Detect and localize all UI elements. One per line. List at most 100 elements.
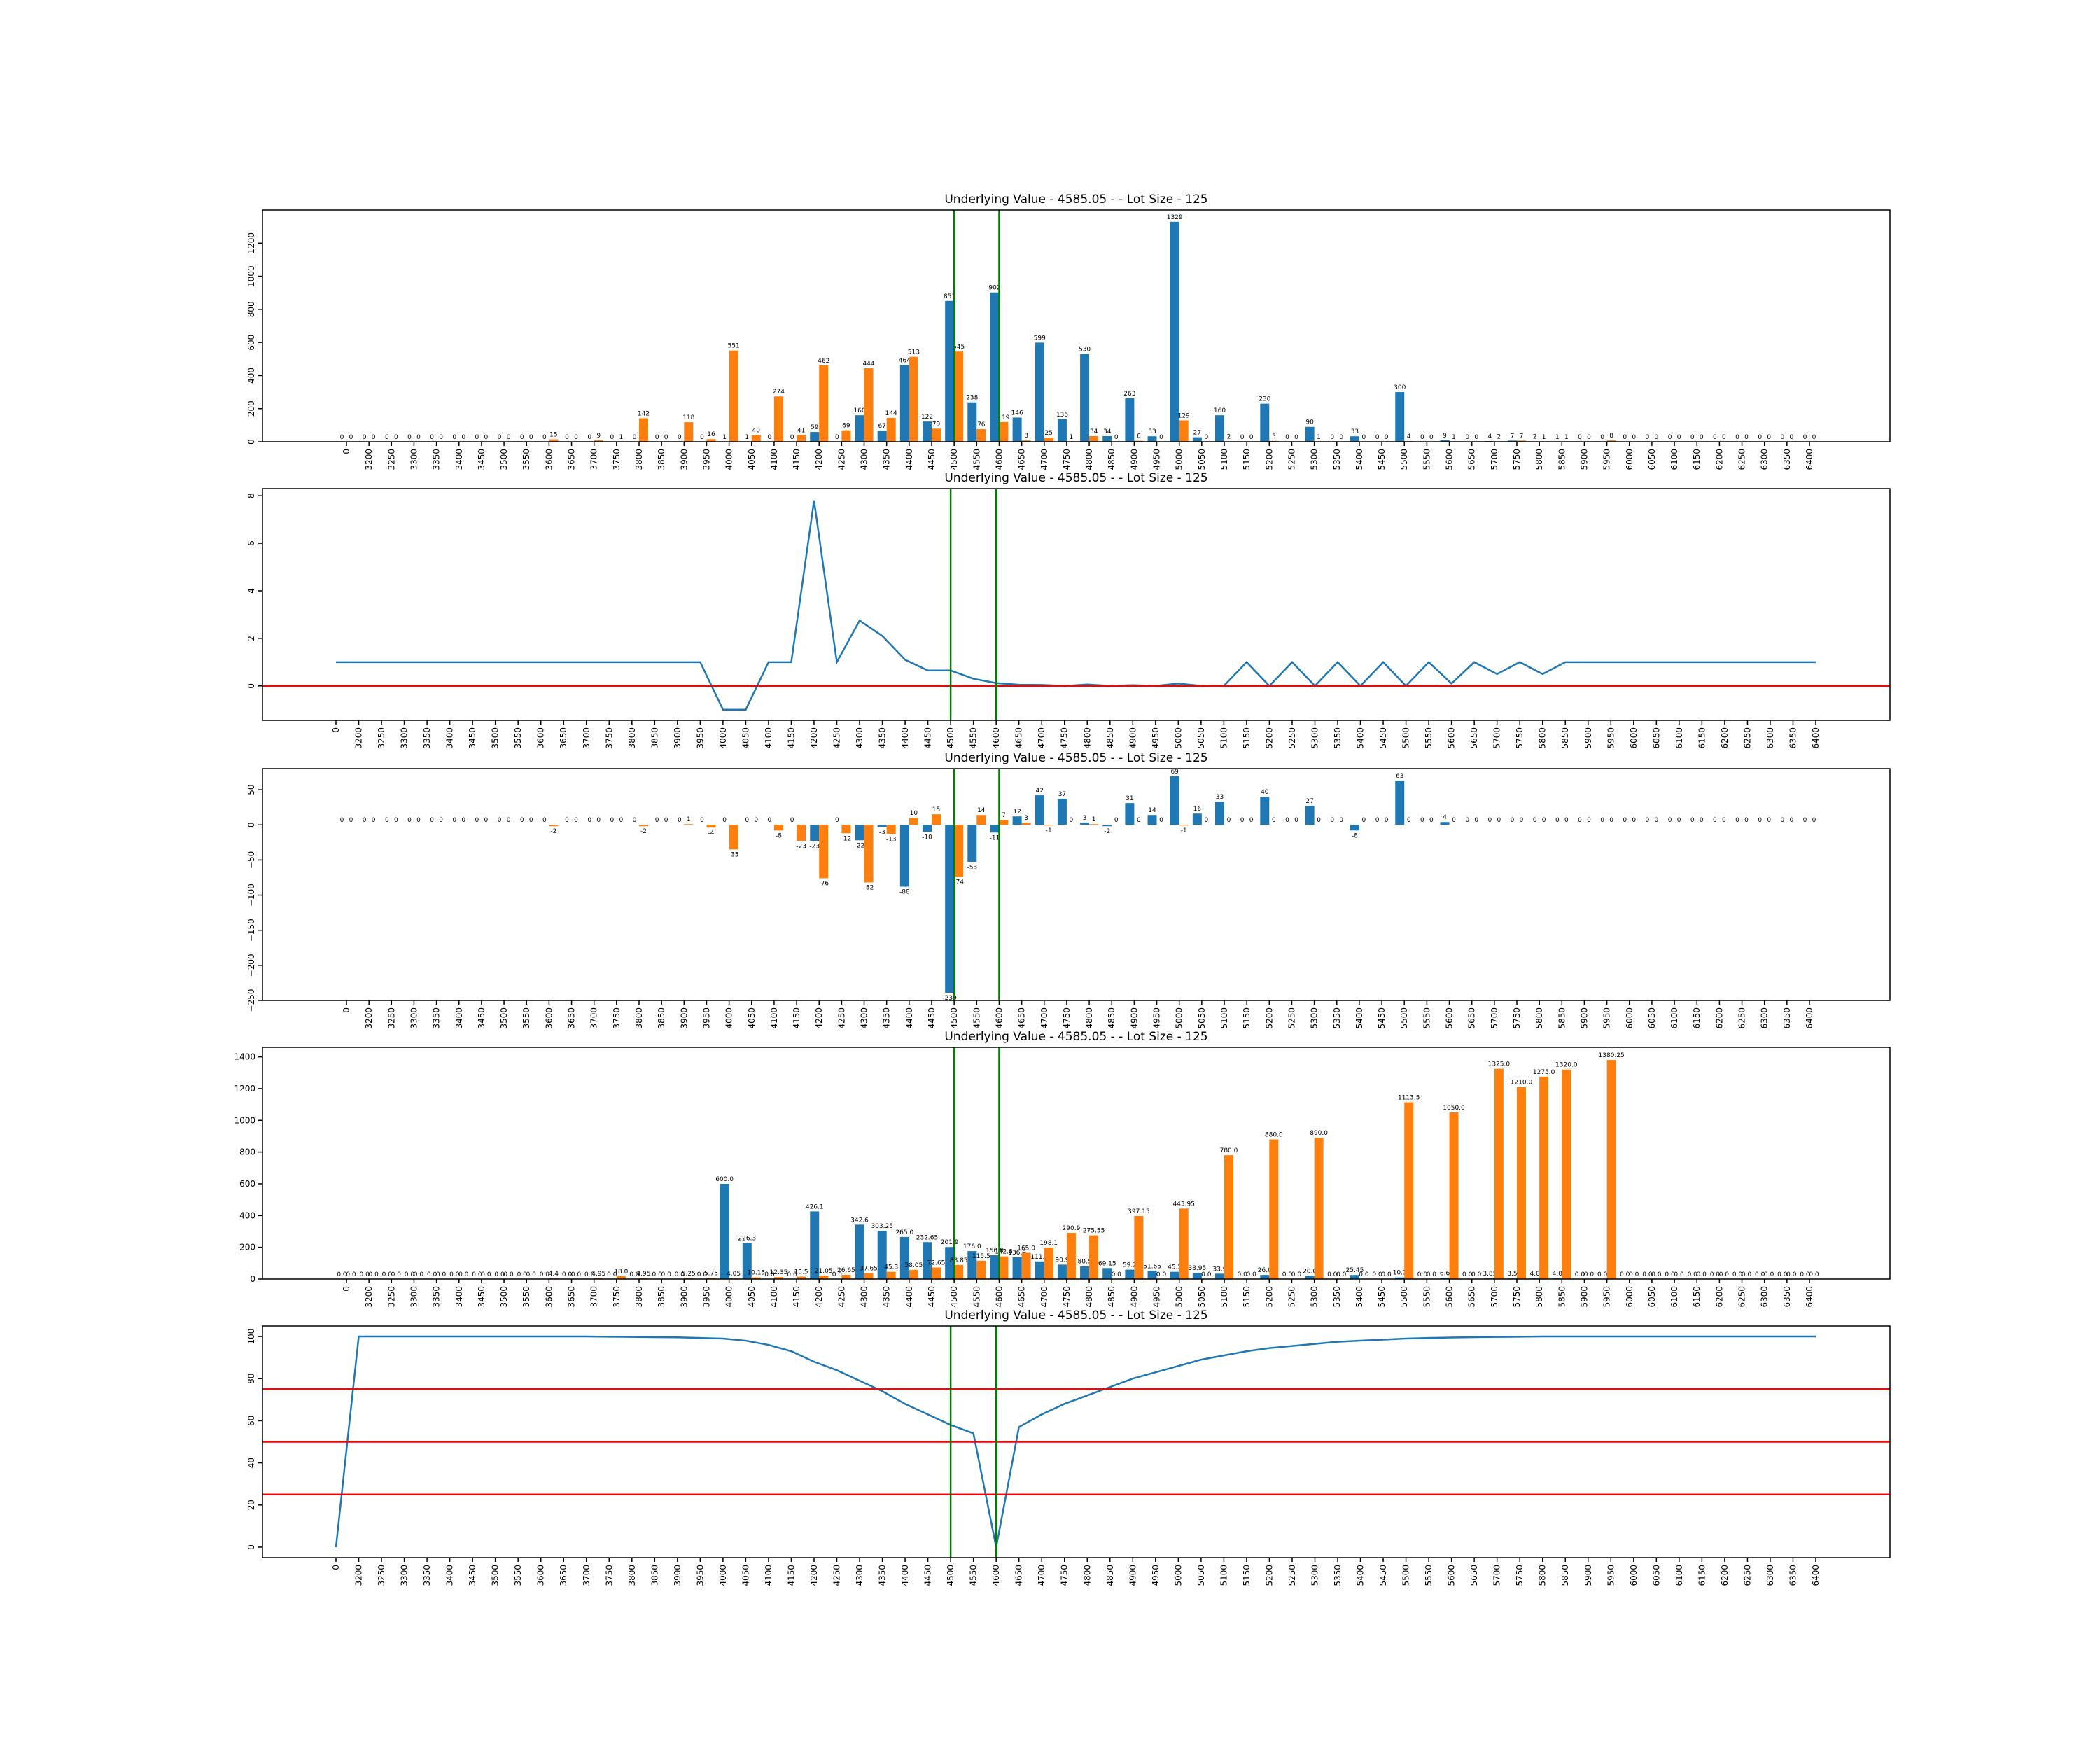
value-label: 0 <box>678 434 682 441</box>
x-tick-label: 5350 <box>1332 1286 1342 1308</box>
y-tick-label: 8 <box>246 493 256 498</box>
x-tick-label: 4750 <box>1062 1007 1072 1029</box>
value-label: 3.5 <box>1507 1271 1517 1278</box>
value-label: 0 <box>1474 434 1478 441</box>
value-label: 88.85 <box>950 1257 968 1264</box>
x-tick-label: 3450 <box>477 1286 486 1308</box>
value-label: 165.0 <box>1017 1245 1035 1252</box>
value-label: 27 <box>1194 430 1201 437</box>
bar <box>878 825 887 827</box>
value-label: 0.0 <box>1427 1271 1437 1278</box>
x-tick-label: 6000 <box>1625 1286 1634 1308</box>
value-label: 1 <box>1564 434 1569 441</box>
y-tick-label: −100 <box>246 884 256 907</box>
x-tick-label: 3500 <box>491 727 500 749</box>
value-label: 0 <box>1376 434 1380 441</box>
x-tick-label: 4250 <box>836 449 846 470</box>
x-tick-label: 4800 <box>1084 449 1094 470</box>
x-tick-label: 4900 <box>1129 1007 1139 1029</box>
x-tick-label: 5000 <box>1173 1565 1183 1586</box>
x-tick-label: 5750 <box>1515 727 1525 749</box>
x-tick-label: 3500 <box>499 1007 509 1029</box>
x-tick-label: 4450 <box>923 1565 933 1586</box>
value-label: 115.5 <box>972 1253 990 1260</box>
y-tick-label: 20 <box>246 1500 256 1510</box>
x-tick-label: 4200 <box>814 1007 824 1029</box>
bar <box>1170 1272 1180 1279</box>
x-tick-label: 3800 <box>634 1007 644 1029</box>
bar <box>1125 398 1134 442</box>
value-label: 0 <box>1812 434 1816 441</box>
x-tick-label: 4350 <box>878 1565 888 1586</box>
x-tick-label: 6350 <box>1782 1286 1792 1308</box>
value-label: -8 <box>776 832 782 839</box>
x-tick-label: 5200 <box>1264 449 1274 470</box>
x-tick-label: 3350 <box>432 1007 442 1029</box>
y-tick-label: 0 <box>250 1274 255 1284</box>
value-label: 0 <box>1385 434 1389 441</box>
x-tick-label: 3450 <box>468 727 477 749</box>
x-tick-label: 4750 <box>1060 727 1070 749</box>
value-label: 0 <box>1511 817 1515 824</box>
value-label: 0.0 <box>571 1271 582 1278</box>
value-label: 0 <box>1330 817 1334 824</box>
value-label: 7 <box>1511 433 1515 440</box>
x-tick-label: 6100 <box>1670 1007 1679 1029</box>
value-label: 58.05 <box>904 1262 923 1269</box>
bar <box>1269 1139 1278 1279</box>
x-tick-label: 4300 <box>860 1286 869 1308</box>
x-tick-label: 3400 <box>454 449 464 470</box>
value-label: 0 <box>610 434 614 441</box>
value-label: 6 <box>1137 433 1141 440</box>
x-tick-label: 3250 <box>386 449 396 470</box>
value-label: -2 <box>1104 828 1110 835</box>
value-label: 0.0 <box>1597 1271 1608 1278</box>
value-label: 0 <box>461 434 465 441</box>
bar <box>976 1261 986 1279</box>
value-label: 0 <box>587 434 592 441</box>
bar <box>932 1268 941 1279</box>
y-tick-label: 6 <box>246 540 256 546</box>
value-label: 0 <box>1600 434 1604 441</box>
x-tick-label: 5200 <box>1264 1286 1274 1308</box>
x-tick-label: 4500 <box>946 1565 955 1586</box>
value-label: 0 <box>507 817 511 824</box>
value-label: 0 <box>1488 817 1492 824</box>
axes-frame <box>262 769 1890 1000</box>
bar <box>1148 1271 1157 1279</box>
value-label: 0 <box>542 434 547 441</box>
value-label: 0.0 <box>1674 1271 1684 1278</box>
value-label: 0.0 <box>1697 1271 1707 1278</box>
x-tick-label: 3600 <box>536 727 546 749</box>
x-tick-label: 4650 <box>1017 449 1027 470</box>
value-label: 1320.0 <box>1555 1062 1578 1069</box>
value-label: 7 <box>1520 433 1524 440</box>
value-label: 1 <box>1070 434 1074 441</box>
value-label: 0 <box>633 817 637 824</box>
x-tick-label: 6350 <box>1788 727 1798 749</box>
x-tick-label: 5900 <box>1579 449 1589 470</box>
bar <box>1350 436 1359 442</box>
y-tick-label: 400 <box>246 368 256 384</box>
x-tick-label: 5650 <box>1467 1286 1477 1308</box>
value-label: 0 <box>1520 817 1524 824</box>
bar <box>976 815 986 825</box>
x-tick-label: 4500 <box>949 1286 959 1308</box>
value-label: 18.0 <box>614 1269 628 1276</box>
x-tick-label: 3350 <box>432 1286 442 1308</box>
value-label: 462 <box>818 358 830 365</box>
value-label: 0.0 <box>661 1271 671 1278</box>
value-label: 72.65 <box>927 1260 946 1267</box>
x-tick-label: 5550 <box>1422 1286 1432 1308</box>
bar <box>1404 1103 1413 1279</box>
bar <box>1170 776 1180 825</box>
value-label: 0 <box>1376 817 1380 824</box>
x-tick-label: 6250 <box>1742 727 1752 749</box>
x-tick-label: 6400 <box>1811 727 1821 749</box>
x-tick-label: 3250 <box>386 1007 396 1029</box>
value-label: 0 <box>1285 434 1289 441</box>
value-label: 238 <box>966 395 978 402</box>
value-label: 0 <box>574 817 578 824</box>
value-label: 0.0 <box>1719 1271 1730 1278</box>
x-tick-label: 5400 <box>1356 727 1366 749</box>
